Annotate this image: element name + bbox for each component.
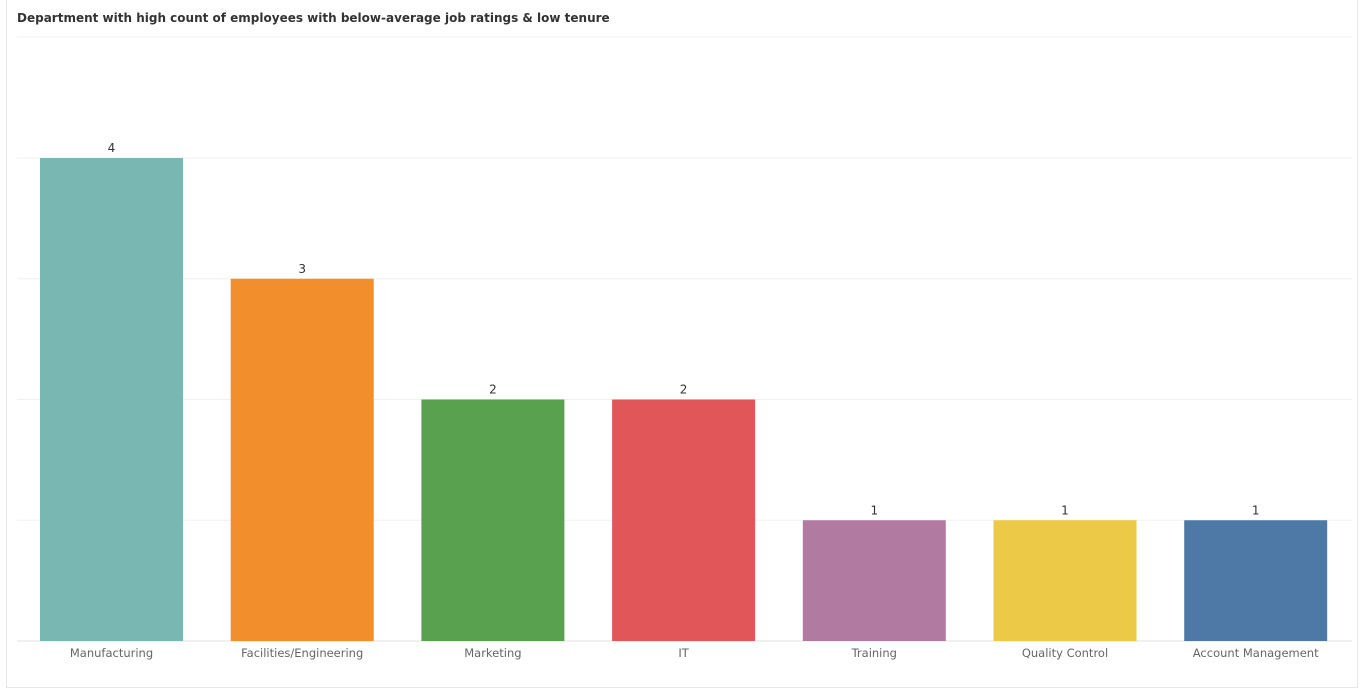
x-tick-label: Account Management <box>1193 646 1319 660</box>
bar-facilities-engineering[interactable] <box>230 278 374 641</box>
data-label: 1 <box>1252 503 1260 517</box>
bar-marketing[interactable] <box>421 399 565 642</box>
bar-training[interactable] <box>802 520 946 641</box>
x-tick-label: Training <box>851 646 897 660</box>
data-label: 1 <box>1061 503 1069 517</box>
chart-frame <box>6 0 1358 688</box>
bar-it[interactable] <box>612 399 756 642</box>
x-axis-tick-labels: Manufacturing Facilities/Engineering Marke… <box>70 646 1319 660</box>
x-tick-label: Manufacturing <box>70 646 153 660</box>
data-label: 2 <box>680 383 688 397</box>
bars <box>40 158 1328 642</box>
bar-account-management[interactable] <box>1184 520 1328 641</box>
value-labels: 4 3 2 2 1 1 1 <box>108 141 1260 517</box>
x-tick-label: Quality Control <box>1022 646 1108 660</box>
x-tick-label: Marketing <box>464 646 521 660</box>
bar-manufacturing[interactable] <box>40 158 183 641</box>
data-label: 3 <box>298 262 306 276</box>
chart-title: Department with high count of employees … <box>17 11 610 25</box>
data-label: 2 <box>489 383 497 397</box>
data-label: 1 <box>870 503 878 517</box>
x-tick-label: Facilities/Engineering <box>241 646 363 660</box>
x-tick-label: IT <box>678 646 689 660</box>
data-label: 4 <box>108 141 116 155</box>
bar-quality-control[interactable] <box>993 520 1137 641</box>
